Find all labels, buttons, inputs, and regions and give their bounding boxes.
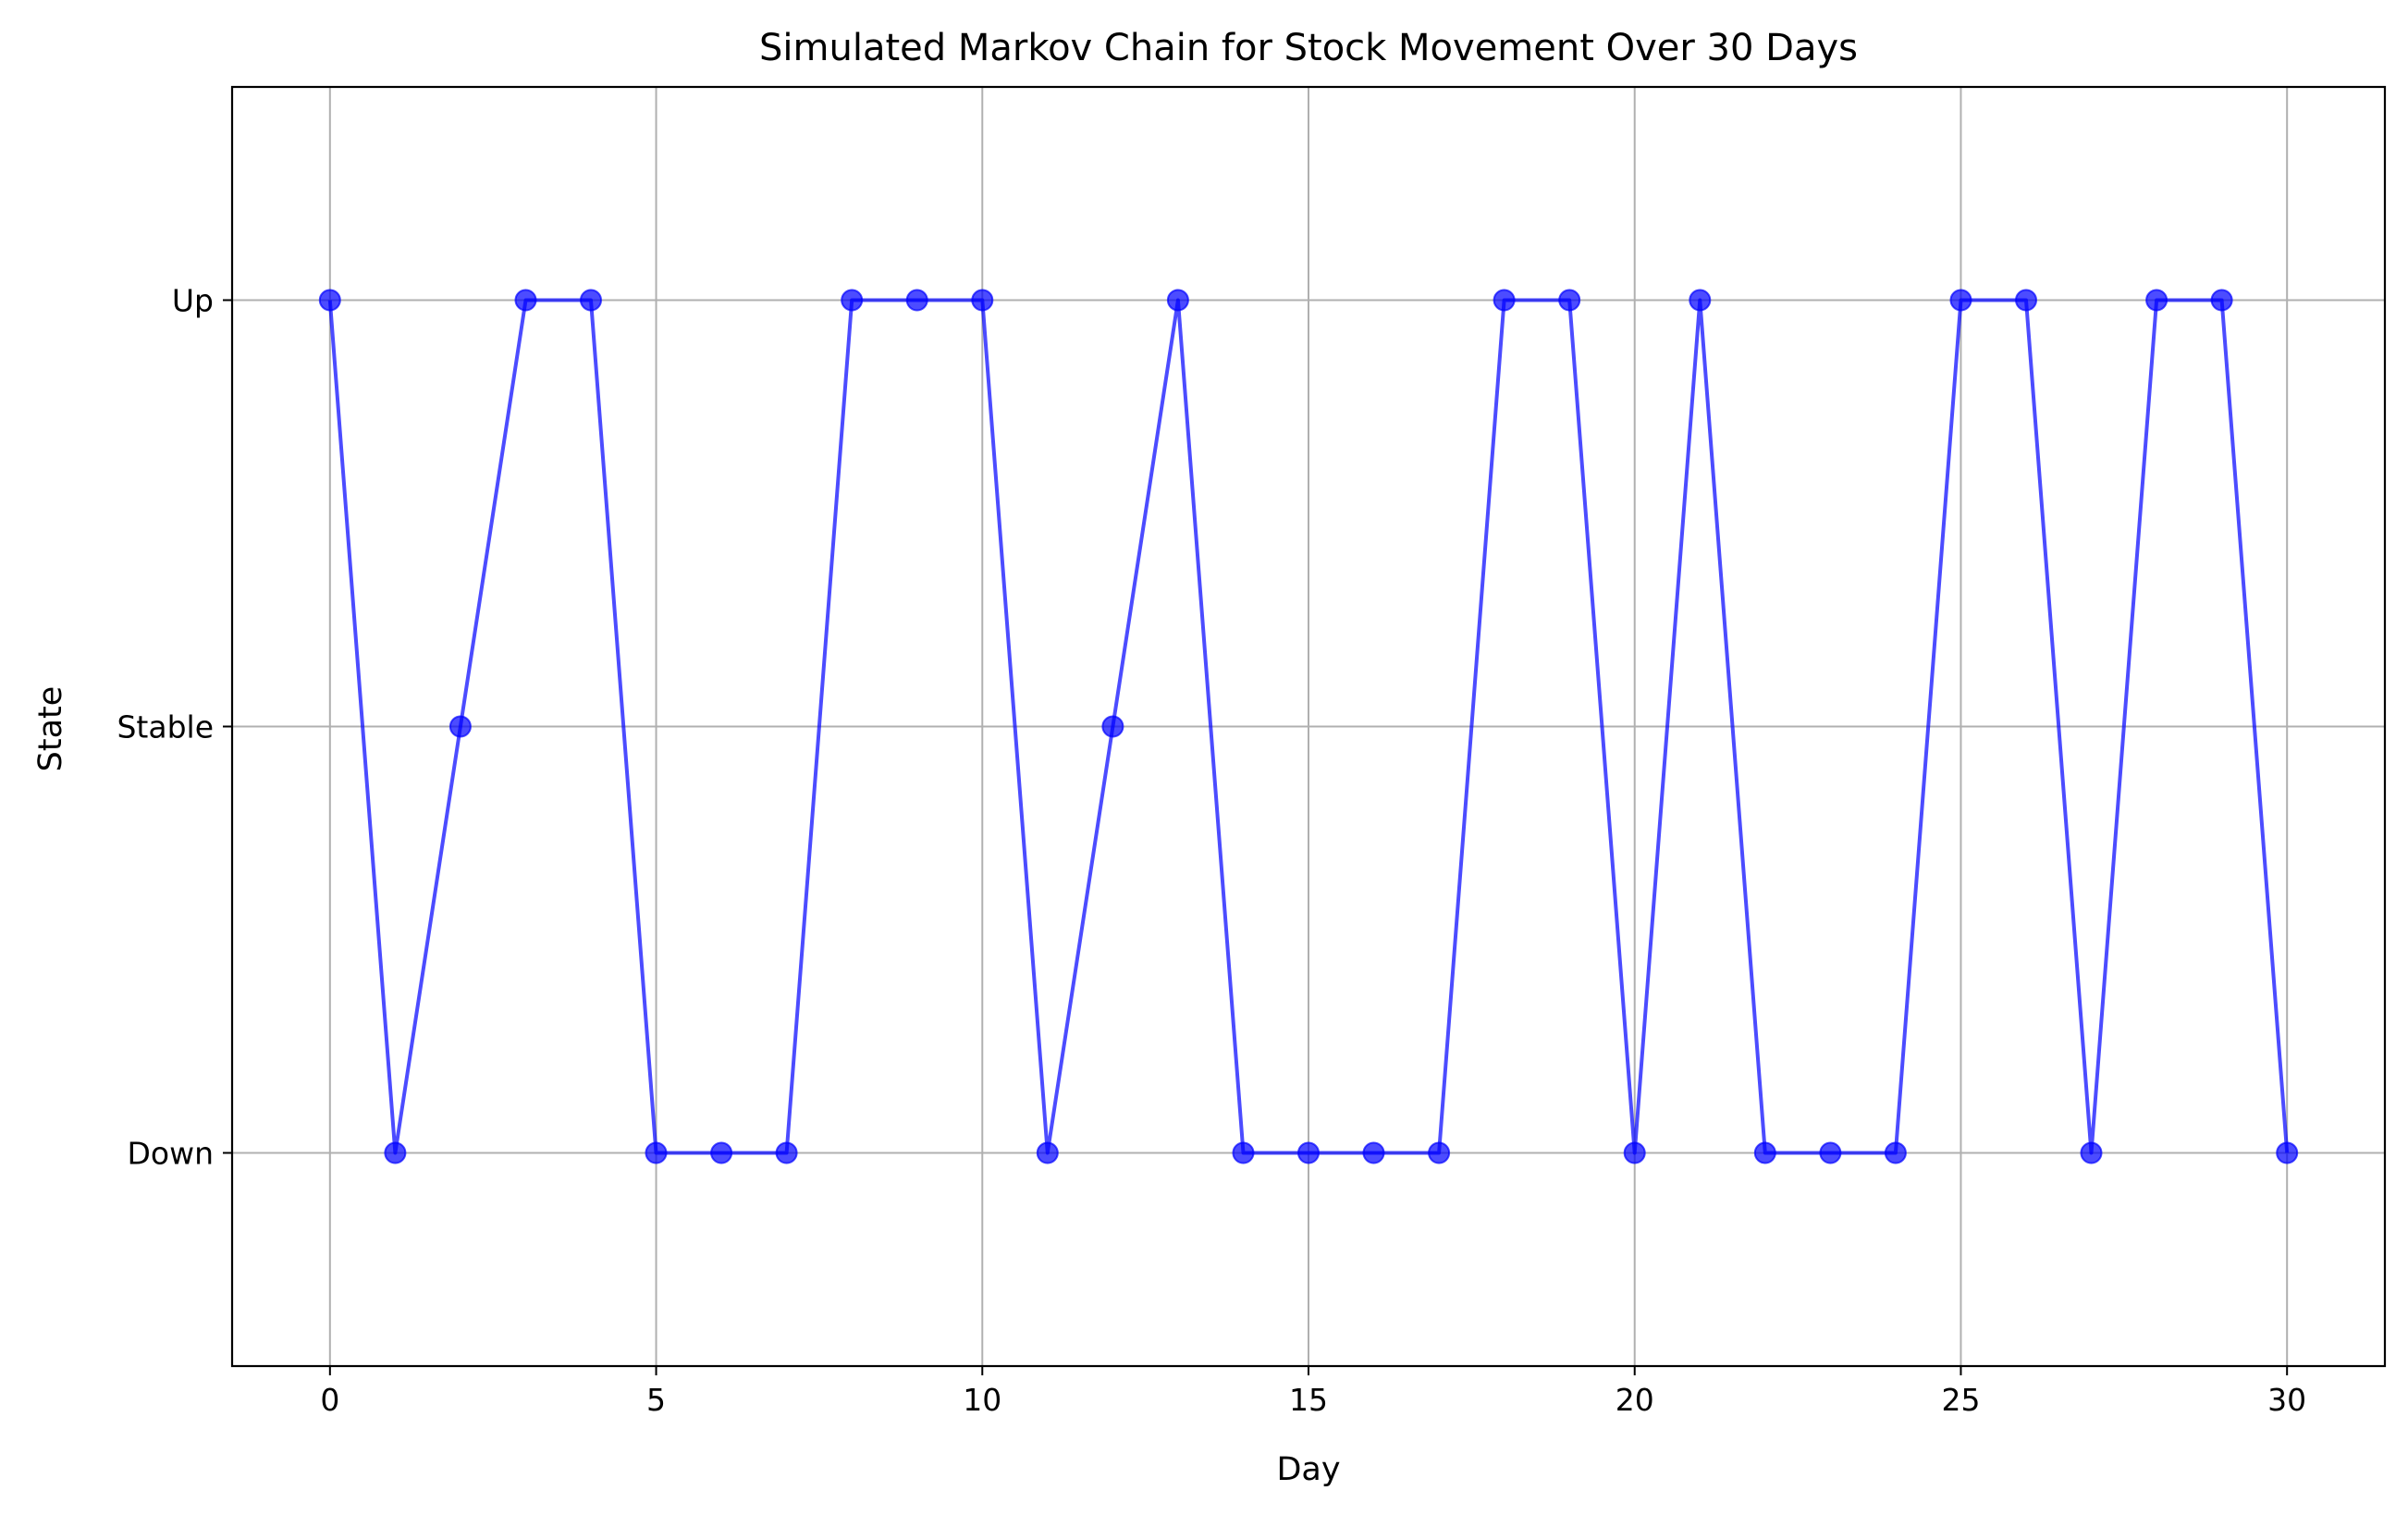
y-tick-label: Stable <box>117 709 214 745</box>
data-point <box>1819 1141 1842 1164</box>
data-point <box>2210 289 2233 312</box>
data-point <box>2080 1141 2103 1164</box>
data-point <box>1753 1141 1776 1164</box>
series-layer <box>318 289 2299 1164</box>
data-point <box>514 289 537 312</box>
data-point <box>384 1141 407 1164</box>
data-point <box>448 715 472 738</box>
data-point <box>1428 1141 1451 1164</box>
data-point <box>710 1141 733 1164</box>
data-point <box>1949 289 1972 312</box>
data-point <box>2015 289 2037 312</box>
tick-marks <box>223 299 2289 1375</box>
y-axis-label: State <box>32 686 69 772</box>
data-point <box>1362 1141 1385 1164</box>
data-point <box>2145 289 2168 312</box>
data-point <box>1036 1141 1059 1164</box>
data-point <box>1297 1141 1320 1164</box>
x-axis-label: Day <box>1276 1451 1340 1488</box>
x-tick-label: 25 <box>1941 1382 1980 1418</box>
data-point <box>1689 289 1712 312</box>
data-point <box>645 1141 668 1164</box>
data-point <box>905 289 928 312</box>
chart-title: Simulated Markov Chain for Stock Movemen… <box>759 27 1858 69</box>
data-point <box>1558 289 1581 312</box>
data-point <box>580 289 602 312</box>
y-tick-label: Down <box>127 1136 214 1172</box>
x-tick-label: 10 <box>963 1382 1001 1418</box>
x-tick-label: 20 <box>1616 1382 1654 1418</box>
data-point <box>1166 289 1189 312</box>
data-point <box>2276 1141 2299 1164</box>
data-point <box>775 1141 798 1164</box>
data-point <box>1884 1141 1907 1164</box>
data-point <box>971 289 994 312</box>
data-point <box>1623 1141 1646 1164</box>
data-point <box>841 289 864 312</box>
x-tick-label: 30 <box>2267 1382 2306 1418</box>
y-tick-label: Up <box>172 283 214 319</box>
data-point <box>318 289 341 312</box>
x-tick-label: 5 <box>646 1382 666 1418</box>
data-point <box>1101 715 1124 738</box>
x-tick-label: 15 <box>1289 1382 1328 1418</box>
x-tick-label: 0 <box>320 1382 339 1418</box>
data-point <box>1232 1141 1255 1164</box>
data-point <box>1493 289 1516 312</box>
